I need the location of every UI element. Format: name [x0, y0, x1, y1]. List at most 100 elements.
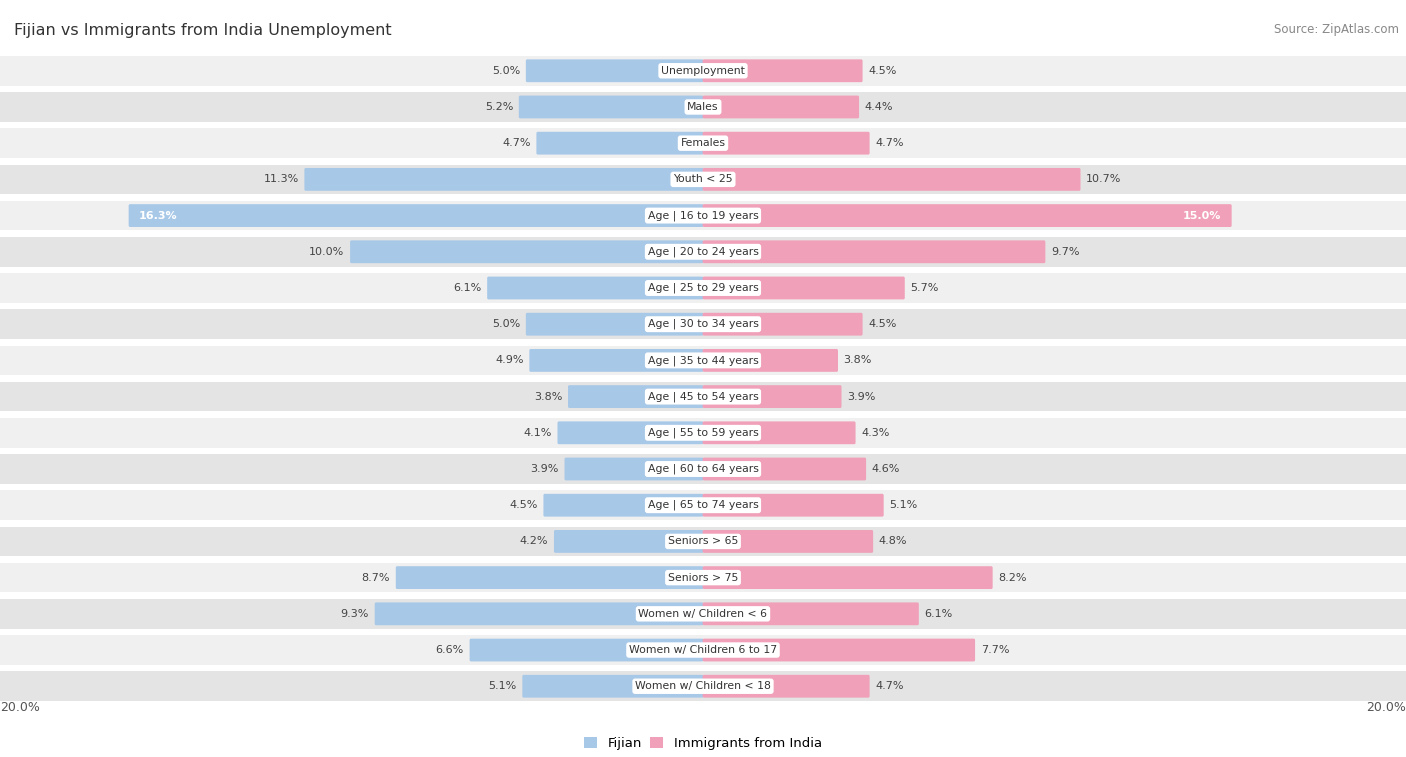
- FancyBboxPatch shape: [129, 204, 703, 227]
- Text: 4.7%: 4.7%: [502, 139, 531, 148]
- FancyBboxPatch shape: [703, 132, 869, 154]
- FancyBboxPatch shape: [526, 59, 703, 83]
- FancyBboxPatch shape: [470, 639, 703, 662]
- Text: 7.7%: 7.7%: [981, 645, 1010, 655]
- Text: 20.0%: 20.0%: [0, 702, 39, 715]
- Text: Females: Females: [681, 139, 725, 148]
- Text: 6.6%: 6.6%: [436, 645, 464, 655]
- FancyBboxPatch shape: [703, 241, 1045, 263]
- Text: 4.7%: 4.7%: [875, 681, 904, 691]
- FancyBboxPatch shape: [0, 92, 1406, 122]
- FancyBboxPatch shape: [0, 129, 1406, 158]
- FancyBboxPatch shape: [543, 494, 703, 516]
- FancyBboxPatch shape: [0, 310, 1406, 339]
- FancyBboxPatch shape: [703, 674, 869, 698]
- Text: Women w/ Children 6 to 17: Women w/ Children 6 to 17: [628, 645, 778, 655]
- FancyBboxPatch shape: [0, 418, 1406, 447]
- Text: Seniors > 75: Seniors > 75: [668, 572, 738, 583]
- FancyBboxPatch shape: [703, 457, 866, 481]
- FancyBboxPatch shape: [0, 671, 1406, 701]
- Text: 4.8%: 4.8%: [879, 537, 907, 547]
- Text: 5.2%: 5.2%: [485, 102, 513, 112]
- Text: 5.0%: 5.0%: [492, 66, 520, 76]
- FancyBboxPatch shape: [554, 530, 703, 553]
- FancyBboxPatch shape: [526, 313, 703, 335]
- Text: 5.1%: 5.1%: [889, 500, 918, 510]
- FancyBboxPatch shape: [0, 382, 1406, 412]
- Text: 6.1%: 6.1%: [453, 283, 481, 293]
- FancyBboxPatch shape: [0, 345, 1406, 375]
- FancyBboxPatch shape: [703, 530, 873, 553]
- FancyBboxPatch shape: [0, 635, 1406, 665]
- Text: 3.9%: 3.9%: [530, 464, 560, 474]
- FancyBboxPatch shape: [703, 95, 859, 118]
- Text: 5.7%: 5.7%: [911, 283, 939, 293]
- Text: 4.4%: 4.4%: [865, 102, 893, 112]
- FancyBboxPatch shape: [703, 349, 838, 372]
- FancyBboxPatch shape: [396, 566, 703, 589]
- Text: 11.3%: 11.3%: [263, 174, 299, 185]
- Text: 4.9%: 4.9%: [495, 355, 524, 366]
- Text: 8.7%: 8.7%: [361, 572, 391, 583]
- Text: 9.3%: 9.3%: [340, 609, 368, 618]
- Text: 4.5%: 4.5%: [509, 500, 537, 510]
- FancyBboxPatch shape: [350, 241, 703, 263]
- FancyBboxPatch shape: [0, 164, 1406, 195]
- Text: Women w/ Children < 18: Women w/ Children < 18: [636, 681, 770, 691]
- Text: 5.0%: 5.0%: [492, 319, 520, 329]
- FancyBboxPatch shape: [703, 168, 1080, 191]
- FancyBboxPatch shape: [0, 491, 1406, 520]
- Text: Age | 20 to 24 years: Age | 20 to 24 years: [648, 247, 758, 257]
- FancyBboxPatch shape: [0, 454, 1406, 484]
- FancyBboxPatch shape: [0, 201, 1406, 230]
- Text: 4.5%: 4.5%: [869, 319, 897, 329]
- FancyBboxPatch shape: [519, 95, 703, 118]
- Text: Seniors > 65: Seniors > 65: [668, 537, 738, 547]
- Text: Age | 16 to 19 years: Age | 16 to 19 years: [648, 210, 758, 221]
- FancyBboxPatch shape: [703, 385, 841, 408]
- Text: Women w/ Children < 6: Women w/ Children < 6: [638, 609, 768, 618]
- Text: Source: ZipAtlas.com: Source: ZipAtlas.com: [1274, 23, 1399, 36]
- Text: Age | 25 to 29 years: Age | 25 to 29 years: [648, 282, 758, 293]
- Text: 8.2%: 8.2%: [998, 572, 1026, 583]
- Text: 4.3%: 4.3%: [860, 428, 890, 438]
- FancyBboxPatch shape: [537, 132, 703, 154]
- Text: Youth < 25: Youth < 25: [673, 174, 733, 185]
- Text: 3.8%: 3.8%: [534, 391, 562, 402]
- Text: 20.0%: 20.0%: [1367, 702, 1406, 715]
- Text: Age | 55 to 59 years: Age | 55 to 59 years: [648, 428, 758, 438]
- FancyBboxPatch shape: [0, 562, 1406, 593]
- Text: Age | 30 to 34 years: Age | 30 to 34 years: [648, 319, 758, 329]
- FancyBboxPatch shape: [565, 457, 703, 481]
- FancyBboxPatch shape: [0, 56, 1406, 86]
- FancyBboxPatch shape: [703, 422, 855, 444]
- Text: Age | 35 to 44 years: Age | 35 to 44 years: [648, 355, 758, 366]
- FancyBboxPatch shape: [0, 599, 1406, 628]
- FancyBboxPatch shape: [703, 639, 976, 662]
- Text: Unemployment: Unemployment: [661, 66, 745, 76]
- FancyBboxPatch shape: [703, 566, 993, 589]
- Text: 10.7%: 10.7%: [1087, 174, 1122, 185]
- Text: 4.5%: 4.5%: [869, 66, 897, 76]
- Text: 15.0%: 15.0%: [1182, 210, 1222, 220]
- FancyBboxPatch shape: [703, 313, 863, 335]
- FancyBboxPatch shape: [703, 494, 884, 516]
- FancyBboxPatch shape: [703, 59, 863, 83]
- Text: 4.2%: 4.2%: [520, 537, 548, 547]
- Text: 3.9%: 3.9%: [846, 391, 876, 402]
- Text: 4.1%: 4.1%: [523, 428, 551, 438]
- FancyBboxPatch shape: [0, 237, 1406, 266]
- FancyBboxPatch shape: [568, 385, 703, 408]
- FancyBboxPatch shape: [488, 276, 703, 299]
- Text: 6.1%: 6.1%: [925, 609, 953, 618]
- Text: Age | 60 to 64 years: Age | 60 to 64 years: [648, 464, 758, 475]
- FancyBboxPatch shape: [374, 603, 703, 625]
- Text: Fijian vs Immigrants from India Unemployment: Fijian vs Immigrants from India Unemploy…: [14, 23, 392, 38]
- Text: 5.1%: 5.1%: [488, 681, 517, 691]
- FancyBboxPatch shape: [703, 603, 920, 625]
- Text: 3.8%: 3.8%: [844, 355, 872, 366]
- Legend: Fijian, Immigrants from India: Fijian, Immigrants from India: [579, 731, 827, 755]
- Text: 10.0%: 10.0%: [309, 247, 344, 257]
- Text: Males: Males: [688, 102, 718, 112]
- Text: Age | 45 to 54 years: Age | 45 to 54 years: [648, 391, 758, 402]
